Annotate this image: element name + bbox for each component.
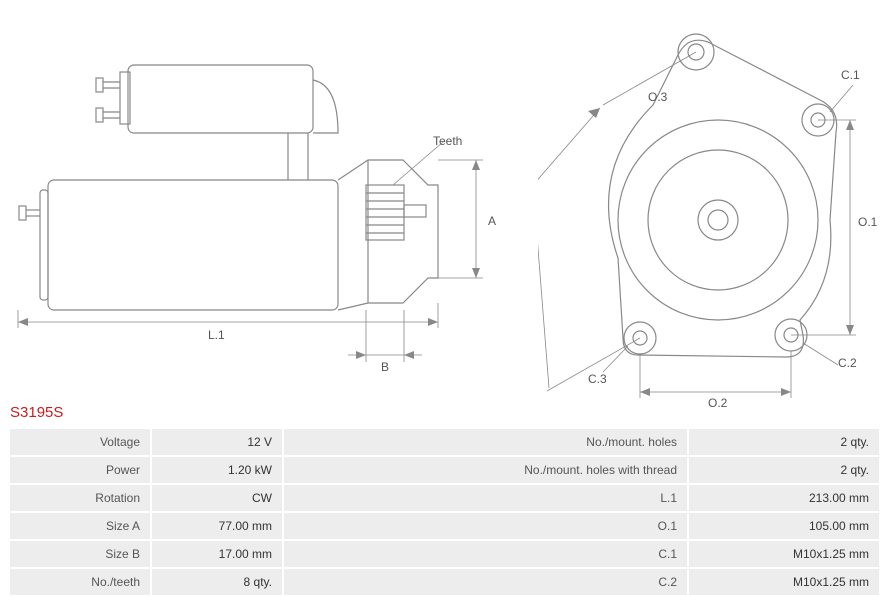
front-view-diagram: O.3 O.1 O.2 C.1 C.2 C.3 bbox=[538, 10, 878, 400]
spec-value: 2 qty. bbox=[689, 457, 879, 483]
spec-label: No./mount. holes with thread bbox=[284, 457, 687, 483]
spec-label: L.1 bbox=[284, 485, 687, 511]
side-view-svg bbox=[8, 10, 518, 405]
label-o1: O.1 bbox=[858, 215, 877, 229]
spec-label: Size B bbox=[10, 541, 150, 567]
spec-value: CW bbox=[152, 485, 282, 511]
table-row: Size B 17.00 mm C.1 M10x1.25 mm bbox=[10, 541, 879, 567]
spec-value: 2 qty. bbox=[689, 429, 879, 455]
spec-label: No./teeth bbox=[10, 569, 150, 595]
table-row: No./teeth 8 qty. C.2 M10x1.25 mm bbox=[10, 569, 879, 595]
table-row: Size A 77.00 mm O.1 105.00 mm bbox=[10, 513, 879, 539]
spec-value: M10x1.25 mm bbox=[689, 569, 879, 595]
spec-table-body: Voltage 12 V No./mount. holes 2 qty. Pow… bbox=[10, 429, 879, 595]
label-c2: C.2 bbox=[838, 356, 857, 370]
label-l1: L.1 bbox=[208, 328, 225, 342]
spec-value: 213.00 mm bbox=[689, 485, 879, 511]
spec-table: Voltage 12 V No./mount. holes 2 qty. Pow… bbox=[8, 427, 881, 597]
spec-label: Size A bbox=[10, 513, 150, 539]
spec-value: 17.00 mm bbox=[152, 541, 282, 567]
front-view-svg bbox=[538, 10, 878, 405]
spec-label: Voltage bbox=[10, 429, 150, 455]
label-c3: C.3 bbox=[588, 372, 607, 386]
spec-value: 12 V bbox=[152, 429, 282, 455]
label-o2: O.2 bbox=[708, 396, 727, 410]
label-o3: O.3 bbox=[648, 90, 667, 104]
spec-label: Power bbox=[10, 457, 150, 483]
spec-value: M10x1.25 mm bbox=[689, 541, 879, 567]
spec-value: 77.00 mm bbox=[152, 513, 282, 539]
table-row: Rotation CW L.1 213.00 mm bbox=[10, 485, 879, 511]
label-b: B bbox=[381, 360, 389, 374]
label-teeth: Teeth bbox=[433, 134, 462, 148]
label-c1: C.1 bbox=[841, 68, 860, 82]
spec-label: No./mount. holes bbox=[284, 429, 687, 455]
table-row: Voltage 12 V No./mount. holes 2 qty. bbox=[10, 429, 879, 455]
side-view-diagram: Teeth A L.1 B bbox=[8, 10, 518, 400]
spec-value: 1.20 kW bbox=[152, 457, 282, 483]
table-row: Power 1.20 kW No./mount. holes with thre… bbox=[10, 457, 879, 483]
spec-value: 105.00 mm bbox=[689, 513, 879, 539]
spec-label: C.2 bbox=[284, 569, 687, 595]
spec-label: Rotation bbox=[10, 485, 150, 511]
spec-value: 8 qty. bbox=[152, 569, 282, 595]
label-a: A bbox=[488, 214, 496, 228]
spec-label: C.1 bbox=[284, 541, 687, 567]
diagram-row: Teeth A L.1 B bbox=[0, 0, 889, 400]
spec-label: O.1 bbox=[284, 513, 687, 539]
